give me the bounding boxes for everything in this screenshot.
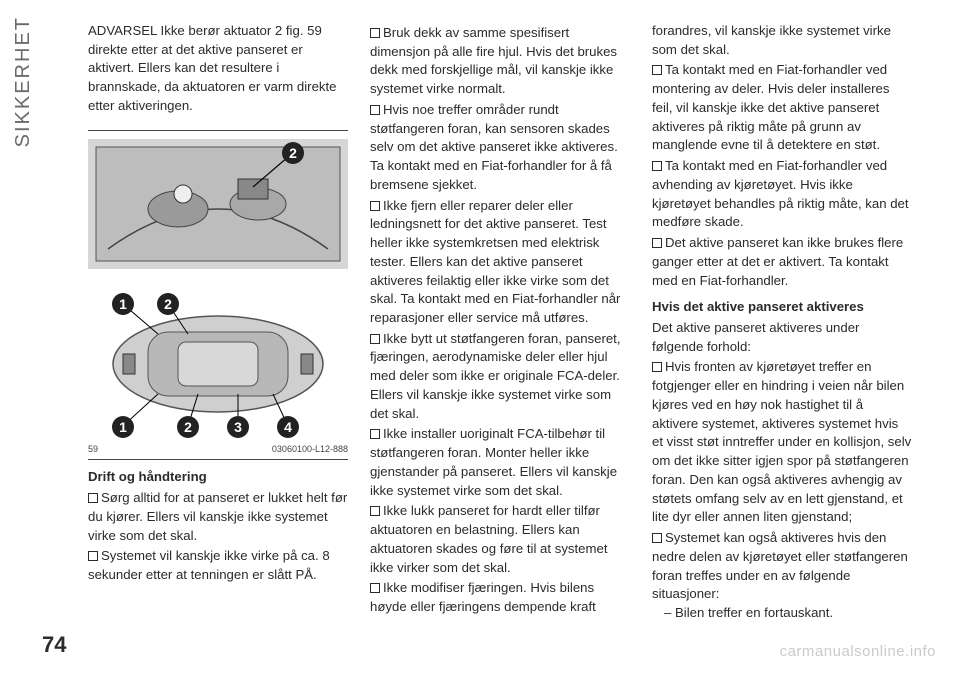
checkbox-icon — [652, 533, 662, 543]
checkbox-icon — [370, 506, 380, 516]
checkbox-icon — [652, 161, 662, 171]
item-text: Ikke fjern eller reparer deler eller led… — [370, 198, 620, 325]
svg-text:1: 1 — [119, 419, 127, 435]
checkbox-icon — [88, 551, 98, 561]
item-text: Sørg alltid for at panseret er lukket he… — [88, 490, 347, 542]
item-text: Systemet kan også aktiveres hvis den ned… — [652, 530, 908, 601]
item-text: Hvis fronten av kjøretøyet treffer en fo… — [652, 359, 911, 524]
continuation-text: forandres, vil kanskje ikke systemet vir… — [652, 22, 912, 59]
item-text: Ta kontakt med en Fiat-forhandler ved av… — [652, 158, 909, 229]
svg-text:2: 2 — [289, 145, 297, 161]
list-item: Hvis noe treffer områder rundt støtfange… — [370, 101, 630, 195]
figure-59: 2 — [88, 130, 348, 461]
checkbox-icon — [652, 238, 662, 248]
svg-text:4: 4 — [284, 419, 292, 435]
list-item: Systemet vil kanskje ikke virke på ca. 8… — [88, 547, 348, 584]
subheading-drift: Drift og håndtering — [88, 468, 348, 487]
list-item: Ikke bytt ut støtfangeren foran, pansere… — [370, 330, 630, 424]
svg-text:1: 1 — [119, 296, 127, 312]
list-item: Sørg alltid for at panseret er lukket he… — [88, 489, 348, 545]
item-text: Ikke installer uoriginalt FCA-tilbehør t… — [370, 426, 617, 497]
figure-caption: 59 03060100-L12-888 — [88, 439, 348, 456]
svg-text:2: 2 — [164, 296, 172, 312]
item-text: Ikke bytt ut støtfangeren foran, pansere… — [370, 331, 621, 421]
item-text: Bruk dekk av samme spesifisert dimensjon… — [370, 25, 617, 96]
checkbox-icon — [370, 105, 380, 115]
section-label: SIKKERHET — [12, 16, 35, 147]
checkbox-icon — [370, 334, 380, 344]
checkbox-icon — [652, 65, 662, 75]
item-text: Ikke lukk panseret for hardt eller tilfø… — [370, 503, 608, 574]
item-text: Det aktive panseret kan ikke brukes fler… — [652, 235, 903, 287]
checkbox-icon — [370, 583, 380, 593]
column-3: forandres, vil kanskje ikke systemet vir… — [652, 22, 912, 625]
list-item: Ta kontakt med en Fiat-forhandler ved mo… — [652, 61, 912, 155]
content-columns: ADVARSEL Ikke berør aktuator 2 fig. 59 d… — [0, 22, 960, 625]
list-item: Ikke fjern eller reparer deler eller led… — [370, 197, 630, 328]
list-item: Det aktive panseret kan ikke brukes fler… — [652, 234, 912, 290]
manual-page: SIKKERHET ADVARSEL Ikke berør aktuator 2… — [0, 0, 960, 678]
column-2: Bruk dekk av samme spesifisert dimensjon… — [370, 22, 630, 625]
sub-bullet: – Bilen treffer en fortauskant. — [652, 604, 912, 623]
item-text: Ikke modifiser fjæringen. Hvis bilens hø… — [370, 580, 596, 614]
list-item: Ta kontakt med en Fiat-forhandler ved av… — [652, 157, 912, 232]
figure-number: 59 — [88, 443, 98, 456]
svg-text:3: 3 — [234, 419, 242, 435]
list-item: Ikke modifiser fjæringen. Hvis bilens hø… — [370, 579, 630, 616]
checkbox-icon — [652, 362, 662, 372]
svg-text:2: 2 — [184, 419, 192, 435]
checkbox-icon — [370, 201, 380, 211]
column-1: ADVARSEL Ikke berør aktuator 2 fig. 59 d… — [88, 22, 348, 625]
list-item: Bruk dekk av samme spesifisert dimensjon… — [370, 24, 630, 99]
item-text: Systemet vil kanskje ikke virke på ca. 8… — [88, 548, 330, 582]
list-item: Hvis fronten av kjøretøyet treffer en fo… — [652, 358, 912, 527]
page-number: 74 — [42, 632, 66, 658]
checkbox-icon — [370, 429, 380, 439]
figure-code: 03060100-L12-888 — [272, 443, 348, 456]
item-text: Hvis noe treffer områder rundt støtfange… — [370, 102, 618, 192]
list-item: Ikke installer uoriginalt FCA-tilbehør t… — [370, 425, 630, 500]
list-item: Ikke lukk panseret for hardt eller tilfø… — [370, 502, 630, 577]
subheading-activate: Hvis det aktive panseret aktiveres — [652, 298, 912, 317]
engine-diagram: 2 — [88, 139, 348, 439]
watermark: carmanualsonline.info — [780, 643, 936, 660]
checkbox-icon — [88, 493, 98, 503]
checkbox-icon — [370, 28, 380, 38]
paragraph: Det aktive panseret aktiveres under følg… — [652, 319, 912, 356]
item-text: Ta kontakt med en Fiat-forhandler ved mo… — [652, 62, 889, 152]
list-item: Systemet kan også aktiveres hvis den ned… — [652, 529, 912, 604]
warning-paragraph: ADVARSEL Ikke berør aktuator 2 fig. 59 d… — [88, 22, 348, 116]
